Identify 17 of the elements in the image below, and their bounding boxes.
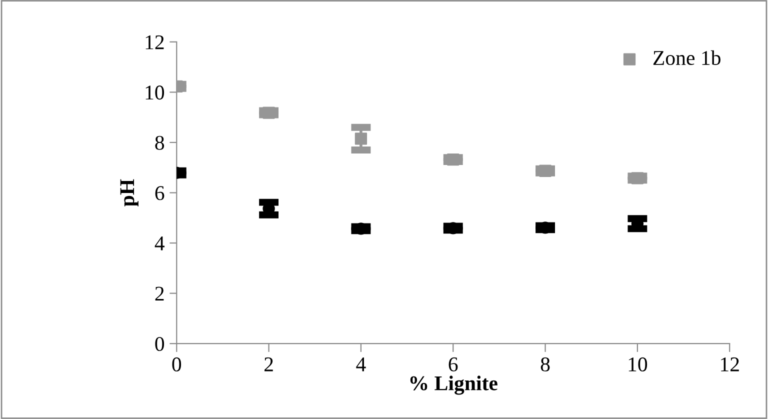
x-tick-label: 0 bbox=[172, 357, 182, 372]
legend-label: Zone 1b bbox=[653, 50, 720, 66]
x-tick-label: 6 bbox=[448, 357, 458, 372]
x-tick-label: 10 bbox=[628, 357, 648, 372]
x-tick-label: 2 bbox=[264, 357, 273, 372]
x-tick-label: 12 bbox=[721, 357, 739, 372]
x-tick-label: 8 bbox=[540, 357, 550, 372]
y-tick-label: 2 bbox=[155, 286, 164, 301]
y-tick-label: 6 bbox=[155, 186, 164, 200]
x-tick-label: 4 bbox=[356, 358, 366, 372]
y-tick-label: 12 bbox=[146, 35, 164, 50]
y-tick-label: 4 bbox=[154, 236, 165, 250]
y-tick-label: 8 bbox=[155, 136, 164, 150]
y-tick-label: 0 bbox=[155, 336, 164, 352]
y-tick-label: 10 bbox=[146, 86, 164, 100]
x-axis-title: % Lignite bbox=[410, 376, 498, 395]
y-axis-title: pH bbox=[120, 179, 138, 206]
